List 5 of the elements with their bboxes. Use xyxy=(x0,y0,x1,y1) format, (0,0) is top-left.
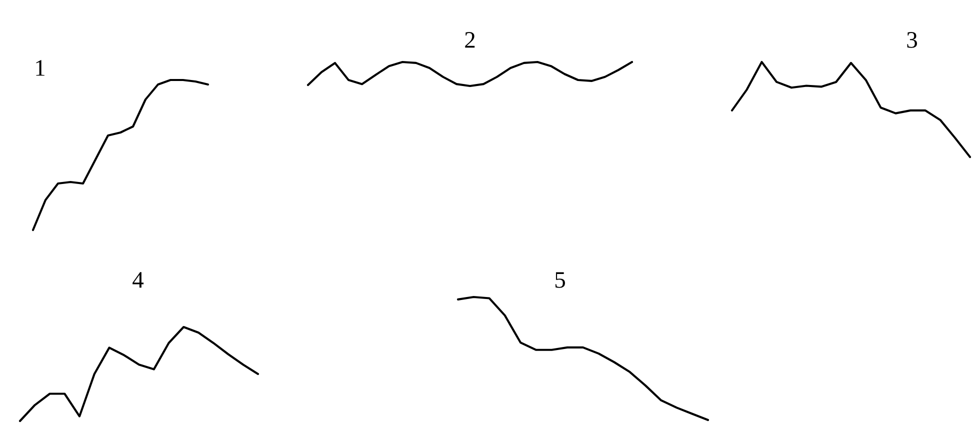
chart-title: 2 xyxy=(465,32,475,48)
chart-title: 5 xyxy=(555,272,565,288)
chart-title: 1 xyxy=(36,60,44,76)
chart-title: 4 xyxy=(132,272,144,288)
chart-title: 3 xyxy=(907,32,917,48)
